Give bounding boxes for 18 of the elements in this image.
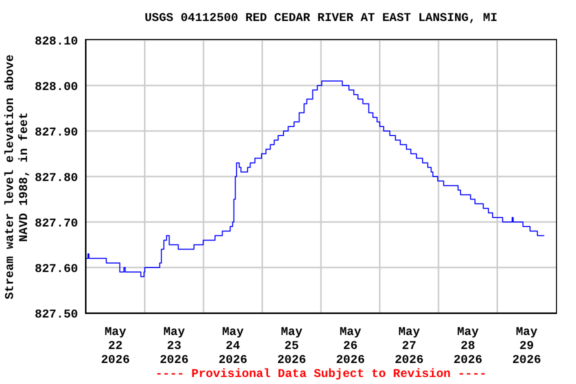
chart-title: USGS 04112500 RED CEDAR RIVER AT EAST LANSING, MI (144, 11, 498, 25)
y-tick-label: 827.60 (34, 262, 78, 276)
x-tick-label: May 29 2026 (512, 325, 542, 367)
y-tick-label: 827.80 (34, 170, 78, 185)
x-tick-label: May 26 2026 (336, 325, 365, 367)
x-tick-label: May 24 2026 (218, 325, 248, 367)
y-axis-title: Stream water level elevation above NAVD 1988, in feet (3, 53, 32, 301)
y-tick-label: 827.50 (34, 307, 78, 322)
x-tick-label: May 23 2026 (160, 325, 189, 367)
x-tick-label: May 27 2026 (394, 325, 424, 367)
x-tick-label: May 25 2026 (277, 325, 306, 367)
y-tick-label: 828.10 (34, 34, 78, 48)
y-tick-label: 828.00 (34, 80, 78, 94)
y-tick-label: 827.90 (34, 125, 78, 140)
x-tick-label: May 22 2026 (100, 325, 130, 367)
text: ---- Provisional Data Subject to Revision ---- (154, 367, 488, 381)
y-tick-label: 827.70 (34, 216, 78, 230)
x-tick-label: May 28 2026 (453, 325, 482, 367)
